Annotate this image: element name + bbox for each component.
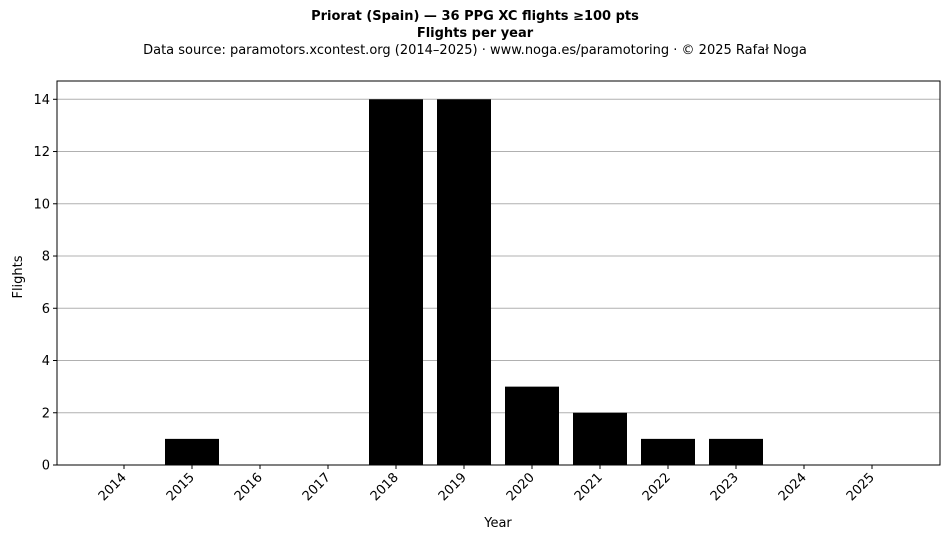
y-tick-label: 4 [42,354,50,369]
y-tick-label: 14 [33,93,50,108]
y-axis: 0 2 4 6 8 10 12 14 [33,93,57,474]
chart-title: Priorat (Spain) — 36 PPG XC flights ≥100… [311,9,639,24]
bar-2023 [709,438,763,465]
y-tick-label: 0 [42,459,50,474]
y-tick-label: 10 [33,197,50,212]
x-tick-label: 2020 [504,470,538,504]
plot-frame [56,80,941,466]
x-tick-label: 2024 [776,470,810,504]
bar-2021 [573,412,627,465]
x-tick-label: 2014 [96,470,130,504]
x-tick-label: 2016 [232,470,266,504]
chart-titles: Priorat (Spain) — 36 PPG XC flights ≥100… [0,8,950,59]
x-tick-label: 2015 [164,470,198,504]
x-tick-label: 2019 [436,470,470,504]
y-tick-label: 8 [42,250,50,265]
x-tick-label: 2017 [300,470,334,504]
bar-2020 [505,386,559,465]
bar-2022 [641,438,695,465]
x-tick-label: 2018 [368,470,402,504]
x-tick-label: 2023 [708,470,742,504]
bars [165,99,763,466]
x-axis-label: Year [483,516,512,531]
x-axis: 2014 2015 2016 2017 2018 2019 2020 2021 2022 2023… [96,465,878,504]
x-tick-label: 2021 [572,470,606,504]
bar-2018 [369,99,423,466]
x-tick-label: 2025 [844,470,878,504]
bar-2019 [437,99,491,466]
y-tick-label: 2 [42,406,50,421]
chart-subtitle: Flights per year [416,26,534,41]
y-tick-label: 6 [42,302,50,317]
chart-source: Data source: paramotors.xcontest.org (20… [143,43,807,58]
x-tick-label: 2022 [640,470,674,504]
bar-2015 [165,438,219,465]
grid-lines [57,98,940,414]
y-tick-label: 12 [33,145,50,160]
y-axis-label: Flights [11,255,26,298]
